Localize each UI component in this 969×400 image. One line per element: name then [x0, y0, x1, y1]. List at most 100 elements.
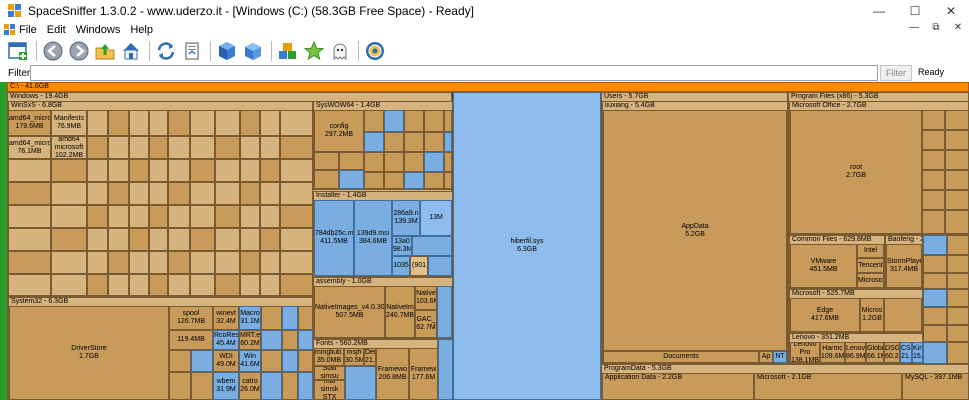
tile-winsxs-item[interactable]	[129, 182, 149, 205]
tile-winsxs-item[interactable]	[240, 251, 260, 274]
tile-winsxs-item[interactable]	[149, 205, 168, 228]
tile-winsxs-item[interactable]	[108, 136, 129, 159]
tile-syswow64-item[interactable]	[444, 172, 452, 189]
tile-config[interactable]: config 297.2MB	[314, 110, 364, 152]
tile-system32-item[interactable]	[191, 350, 213, 372]
mdi-restore-button[interactable]: ⧉	[932, 22, 940, 33]
tile-winsxs-item[interactable]	[280, 110, 313, 136]
tile-syswow64-item[interactable]	[364, 172, 384, 189]
tile-fonts-item[interactable]: msjh 30.5M	[344, 348, 364, 366]
tile-winsxs-item[interactable]	[8, 274, 51, 296]
tile-winsxs-item[interactable]	[280, 205, 313, 228]
tile-microsof2[interactable]: Microsof	[857, 273, 884, 288]
tile-syswow64-item[interactable]	[444, 110, 452, 132]
tile-winsxs-item[interactable]	[190, 228, 215, 251]
tile-winsxs-item[interactable]	[260, 274, 280, 296]
tile-winsxs-item[interactable]	[108, 159, 129, 182]
close-button[interactable]: ✕	[945, 4, 957, 18]
tile-syswow64-item[interactable]	[444, 152, 452, 172]
tile-syswow64-item[interactable]	[314, 170, 339, 189]
tile-winsxs-item[interactable]	[87, 110, 108, 136]
tile-appdata[interactable]: AppData 5.2GB	[603, 110, 787, 351]
ghost-button[interactable]	[328, 39, 352, 63]
up-folder-button[interactable]	[93, 39, 117, 63]
tile-winsxs-item[interactable]	[149, 159, 168, 182]
tile-winsxs-item[interactable]	[129, 228, 149, 251]
menu-windows[interactable]: Windows	[72, 24, 127, 36]
tile-winsxs-item[interactable]	[108, 110, 129, 136]
tile-winsxs-item[interactable]	[168, 228, 190, 251]
tile-winsxs-item[interactable]	[87, 251, 108, 274]
tile-syswow64-item[interactable]	[424, 172, 444, 189]
tile-documents[interactable]: Documents	[603, 351, 759, 363]
tile-winsxs-item[interactable]	[240, 228, 260, 251]
menu-edit[interactable]: Edit	[43, 24, 72, 36]
tile-pf-item[interactable]	[923, 255, 947, 273]
tile-pf-item[interactable]	[947, 342, 969, 364]
tile-lenovo-item[interactable]: DSG 60.2M	[884, 342, 900, 363]
tile-winsxs-item[interactable]	[260, 228, 280, 251]
minimize-button[interactable]: —	[873, 4, 885, 18]
menu-file[interactable]: File	[0, 24, 43, 36]
tile-winsxs-item[interactable]	[87, 159, 108, 182]
tile-winsxs-item[interactable]	[51, 205, 87, 228]
tile-pf-item[interactable]	[923, 289, 947, 307]
tile-fonts-item[interactable]: Stati simsu	[314, 366, 345, 380]
tile-syswow64-item[interactable]	[364, 110, 384, 132]
tile-winsxs-item[interactable]	[51, 274, 87, 296]
tile-syswow64-item[interactable]	[384, 172, 404, 189]
tile-syswow64-item[interactable]	[364, 132, 384, 152]
tile-office-item[interactable]	[922, 150, 945, 170]
tile-inst-784[interactable]: 784db25c.msi411.5MB	[314, 200, 354, 276]
tile-fonts-item[interactable]: mal simsk STX	[314, 380, 345, 400]
tile-fonts-blue[interactable]	[438, 339, 453, 400]
tile-winsxs-item[interactable]	[149, 274, 168, 296]
tile-driverstore[interactable]: DriverStore 1.7GB	[9, 306, 169, 400]
tile-syswow64-item[interactable]	[314, 152, 339, 170]
tile-vmware[interactable]: VMware 451.5MB	[790, 244, 857, 288]
mdi-close-button[interactable]: ✕	[953, 22, 963, 33]
tile-pf-item[interactable]	[947, 273, 969, 289]
tile-pf-item[interactable]	[947, 255, 969, 273]
tile-winsxs-item[interactable]	[87, 228, 108, 251]
tile-winsxs-item[interactable]	[129, 136, 149, 159]
tile-winsxs-item[interactable]	[8, 205, 51, 228]
tile-fonts-item[interactable]: Den 21.9M	[364, 348, 376, 366]
tile-winsxs-item[interactable]	[149, 228, 168, 251]
tile-office-c[interactable]: Micros 1.2GB	[860, 298, 884, 332]
tile-winsxs-item[interactable]	[215, 228, 240, 251]
tile-system32-item[interactable]	[261, 330, 282, 350]
tile-system32-item[interactable]	[298, 330, 313, 350]
back-button[interactable]	[41, 39, 65, 63]
tile-syswow64-item[interactable]	[424, 152, 444, 172]
tile-syswow64-item[interactable]	[444, 132, 452, 152]
tile-winsxs-item[interactable]: amd64_microsoft 179.6MB	[8, 110, 51, 136]
tile-winsxs-item[interactable]	[168, 251, 190, 274]
tile-winsxs-item[interactable]	[149, 136, 168, 159]
tile-pf-item[interactable]	[947, 307, 969, 325]
tile-syswow64-item[interactable]	[384, 152, 404, 172]
tile-nativeimages[interactable]: NativeImages_v4.0.30 507.5MB	[314, 286, 385, 338]
tile-winsxs-item[interactable]	[215, 159, 240, 182]
tile-winsxs-item[interactable]	[215, 182, 240, 205]
tile-nativeimages2[interactable]: NativeIm 240.7MB	[385, 286, 415, 338]
tile-winsxs-item[interactable]	[129, 205, 149, 228]
tile-inst-13[interactable]: 13a0 98.3M	[392, 236, 412, 256]
tile-inst-13m[interactable]: 13M	[420, 200, 452, 236]
tile-winsxs-item[interactable]	[190, 274, 215, 296]
tile-winsxs-item[interactable]	[215, 274, 240, 296]
home-button[interactable]	[119, 39, 143, 63]
tile-winsxs-item[interactable]	[168, 136, 190, 159]
mdi-minimize-button[interactable]: —	[909, 22, 919, 33]
new-view-button[interactable]	[6, 39, 30, 63]
tile-winsxs-item[interactable]	[260, 251, 280, 274]
tile-fonts-item[interactable]: mingliub.ttc 35.0MB	[314, 348, 344, 366]
tile-syswow64-item[interactable]	[404, 110, 424, 132]
tile-pf-item[interactable]	[947, 325, 969, 342]
tile-winsxs-item[interactable]	[240, 110, 260, 136]
tile-inst-1035[interactable]: 1035	[392, 256, 410, 276]
forward-button[interactable]	[67, 39, 91, 63]
tile-lenovo-item[interactable]: Harmc 109.6M	[820, 342, 845, 363]
tile-winsxs-item[interactable]	[87, 274, 108, 296]
tile-winsxs-item[interactable]	[168, 159, 190, 182]
